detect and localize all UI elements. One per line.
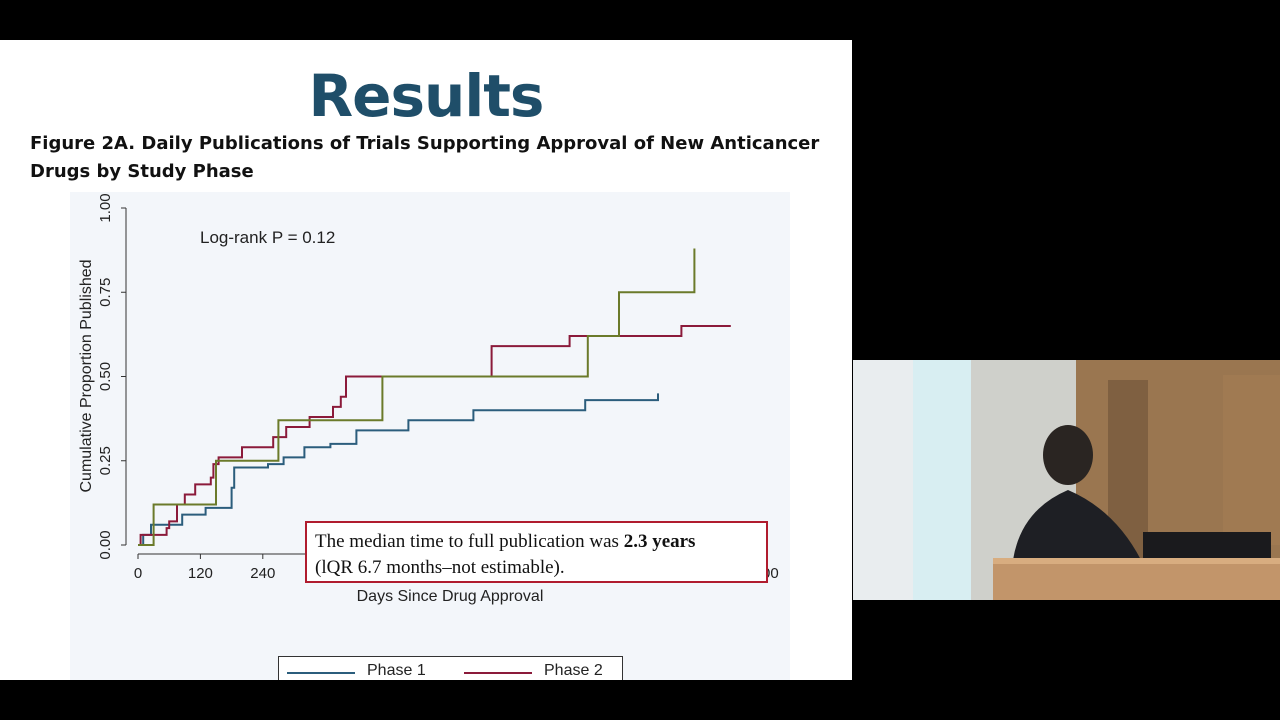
presentation-slide: Results Figure 2A. Daily Publications of… [0, 40, 852, 680]
legend-phase-1-swatch [287, 672, 355, 674]
x-tick-label: 0 [134, 565, 142, 582]
y-tick-label: 0.25 [97, 446, 114, 475]
y-tick-label: 0.00 [97, 530, 114, 559]
figure-caption-line2: Drugs by Study Phase [30, 161, 254, 182]
speaker-video-frame [853, 360, 1280, 600]
median-text: The median time to full publication was [315, 531, 624, 552]
median-value: 2.3 years [623, 531, 696, 552]
series-line-phase-3 [138, 248, 696, 546]
series-line-phase-1 [138, 393, 659, 546]
figure-caption-line1: Figure 2A. Daily Publications of Trials … [30, 133, 820, 154]
y-tick-label: 0.50 [97, 362, 114, 391]
slide-title: Results [308, 62, 545, 130]
legend-phase-2-swatch [464, 672, 532, 674]
iqr-text: (lQR 6.7 months–not estimable). [315, 557, 565, 578]
y-tick-label: 0.75 [97, 278, 114, 307]
median-time-callout: The median time to full publication was … [305, 521, 768, 583]
x-tick-label: 120 [188, 565, 213, 582]
speaker-video [853, 360, 1280, 600]
log-rank-annotation: Log-rank P = 0.12 [200, 228, 335, 247]
series-line-phase-2 [138, 324, 731, 546]
x-tick-label: 240 [250, 565, 275, 582]
chart-area [70, 192, 790, 680]
legend-phase-1-label: Phase 1 [367, 662, 426, 679]
x-axis-label: Days Since Drug Approval [357, 588, 544, 605]
legend-phase-2-label: Phase 2 [544, 662, 603, 679]
y-axis-label: Cumulative Proportion Published [78, 259, 95, 492]
figure-caption: Figure 2A. Daily Publications of Trials … [30, 130, 830, 186]
km-chart: 0.000.250.500.751.0001202403604806007208… [78, 193, 779, 605]
y-tick-label: 1.00 [97, 193, 114, 222]
